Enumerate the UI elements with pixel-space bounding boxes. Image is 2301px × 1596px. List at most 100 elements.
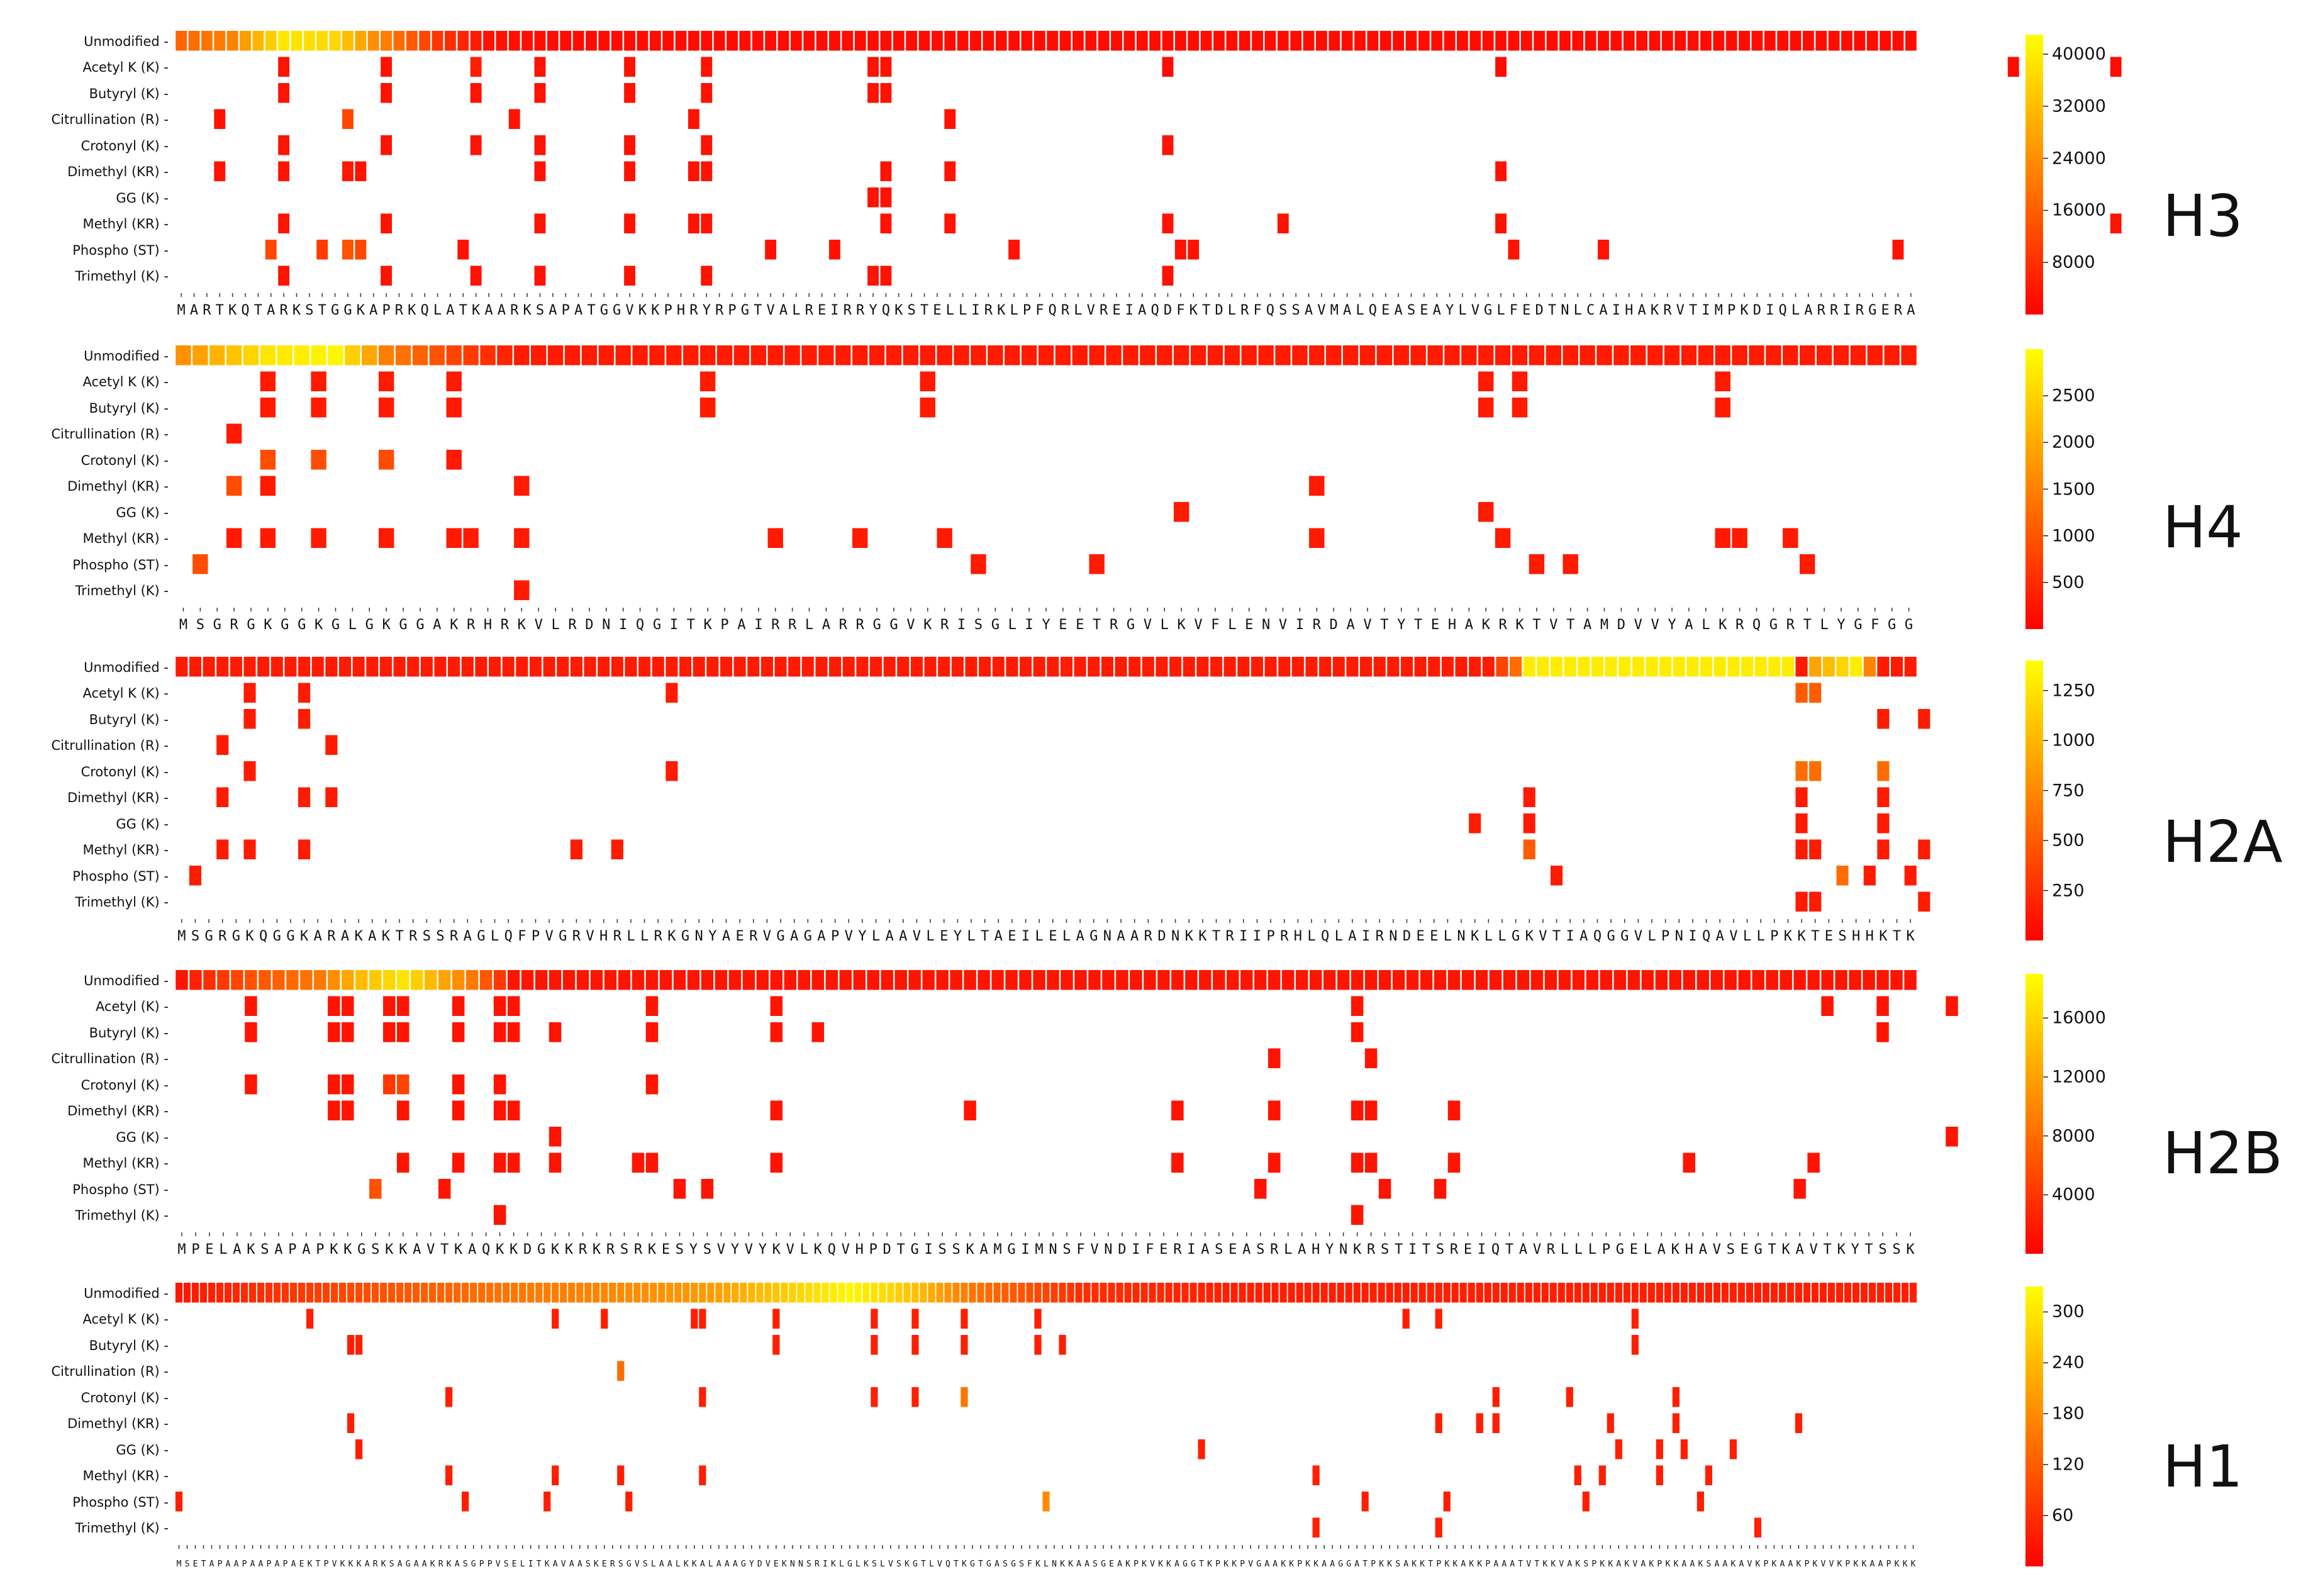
sequence-residue: A [291,1560,296,1569]
cell-unmodified [970,31,981,51]
cell-unmodified [1304,1283,1312,1303]
sequence-residue: K [1911,1560,1916,1569]
cell-unmodified [1451,1283,1459,1303]
cell-unmodified [637,31,649,51]
cell-unmodified [208,1283,216,1303]
cell-mark [624,213,635,233]
row-labels: Unmodified - Acetyl K (K) - Butyryl (K) - C… [0,28,169,289]
cell-mark [1598,1465,1606,1485]
cell-unmodified [527,1283,535,1303]
cell-unmodified [1680,1283,1688,1303]
cell-unmodified [1263,1283,1271,1303]
cell-mark [1435,1309,1442,1329]
cell-mark [880,161,892,181]
cell-unmodified [1050,1283,1058,1303]
cell-unmodified [1790,31,1802,51]
cell-unmodified [739,31,751,51]
cell-mark [961,1335,968,1355]
cell-unmodified [1444,31,1456,51]
cell-unmodified [642,1283,649,1303]
sequence-residue: R [1100,303,1108,318]
cell-unmodified [756,1283,764,1303]
cell-mark [1495,161,1507,181]
sequence-residue: G [847,1560,852,1569]
sequence-residue: G [970,1560,975,1569]
sequence-residue: K [228,303,237,318]
cell-mark [1631,1335,1639,1355]
sequence-residue: P [479,1560,484,1569]
cell-unmodified [1315,31,1327,51]
cell-unmodified [740,1283,747,1303]
cell-unmodified [1541,1283,1549,1303]
cell-unmodified [699,1283,706,1303]
cell-unmodified [1190,1283,1197,1303]
cell-unmodified [829,31,840,51]
sequence-residue: K [1232,1560,1237,1569]
row-label: Methyl (KR) - [82,216,169,232]
cell-mark [871,1335,878,1355]
cell-unmodified [688,31,699,51]
sequence-residue: R [689,303,698,318]
sequence-residue: A [1567,1560,1572,1569]
cell-mark [1174,240,1186,260]
cell-unmodified [432,31,443,51]
cell-unmodified [920,1283,927,1303]
cell-unmodified [1091,1283,1099,1303]
sequence-residue: K [1542,1560,1547,1569]
cell-unmodified [568,1283,576,1303]
cell-unmodified [1688,1283,1696,1303]
cell-unmodified [1083,1283,1091,1303]
cell-unmodified [1901,1283,1909,1303]
cell-unmodified [611,31,623,51]
sequence-residue: L [1044,1560,1049,1569]
cell-mark [534,213,546,233]
cell-unmodified [633,1283,641,1303]
cell-unmodified [598,31,610,51]
cell-unmodified [813,1283,821,1303]
cell-unmodified [1623,1283,1630,1303]
sequence-residue: E [1420,303,1428,318]
colorbar-tick-label: 180 [2052,1403,2085,1424]
cell-unmodified [216,1283,224,1303]
sequence-residue: R [395,303,404,318]
cell-unmodified [347,1283,355,1303]
sequence-residue: A [1641,1560,1646,1569]
cell-mark [699,1387,706,1407]
sequence-residue: A [234,1560,239,1569]
cell-unmodified [1751,31,1763,51]
cell-unmodified [675,31,687,51]
cell-mark [462,1492,469,1512]
cell-unmodified [1866,31,1878,51]
sequence-residue: L [959,303,967,318]
cell-unmodified [662,31,674,51]
cell-unmodified [1042,1283,1050,1303]
cell-unmodified [1303,31,1315,51]
cell-unmodified [503,1283,510,1303]
sequence-residue: Y [869,303,877,318]
cell-unmodified [993,1283,1001,1303]
sequence-residue: L [1010,303,1018,318]
sequence-residue: Q [241,303,249,318]
sequence-residue: V [1471,303,1479,318]
cell-mark [1034,1309,1042,1329]
cell-unmodified [199,1283,208,1303]
sequence-residue: A [259,1560,264,1569]
cell-unmodified [214,31,226,51]
cell-mark [214,109,226,129]
cell-unmodified [372,1283,379,1303]
cell-unmodified [816,31,828,51]
sequence-residue: T [1428,1560,1433,1569]
cell-unmodified [1018,1283,1025,1303]
cell-unmodified [1636,31,1648,51]
cell-unmodified [329,31,341,51]
sequence-residue: P [218,1560,223,1569]
sequence-residue: A [1076,1560,1081,1569]
cell-mark [1582,1492,1590,1512]
cell-unmodified [421,1283,428,1303]
cell-unmodified [183,1283,191,1303]
cell-unmodified [601,1283,608,1303]
cell-unmodified [1279,1283,1287,1303]
cell-mark [1495,57,1507,77]
cell-unmodified [715,1283,723,1303]
cell-unmodified [1008,31,1020,51]
